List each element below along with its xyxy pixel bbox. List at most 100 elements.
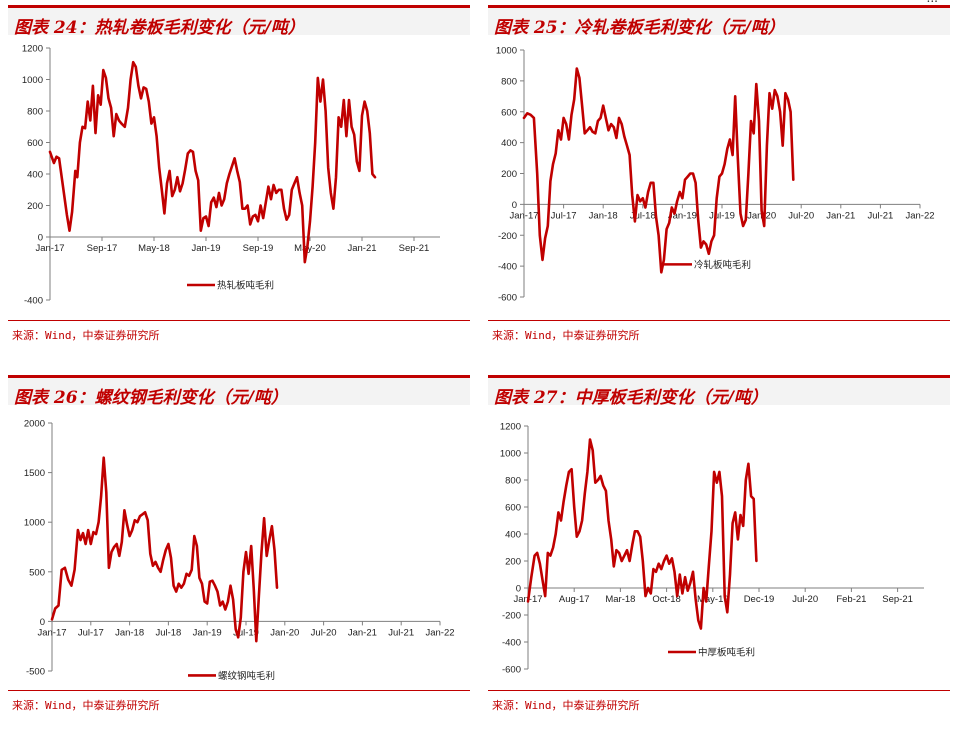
chart-title: 图表 25：冷轧卷板毛利变化（元/吨）: [494, 18, 785, 38]
page-header-fragment: ...: [0, 0, 958, 6]
legend-label: 中厚板吨毛利: [698, 647, 755, 659]
chart-panel-rebar: 图表 26：螺纹钢毛利变化（元/吨） -500 0 500 1000 1500 2000 J…: [8, 375, 470, 731]
chart-panel-cold-rolled: 图表 25：冷轧卷板毛利变化（元/吨） -600 -400 -200 0 200 400 6…: [488, 5, 950, 361]
y-tick-label: 0: [38, 233, 43, 244]
x-tick-label: Feb-21: [836, 594, 866, 605]
x-tick-label: Jul-18: [630, 210, 656, 221]
x-tick-label: Jul-19: [233, 627, 259, 638]
y-tick-label: 800: [505, 476, 521, 487]
y-tick-label: 2000: [24, 419, 45, 430]
x-tick-label: May-19: [697, 594, 729, 605]
y-tick-label: 0: [512, 200, 517, 211]
chart-title-bar: 图表 27：中厚板毛利变化（元/吨）: [488, 375, 950, 408]
y-tick-label: 200: [505, 557, 521, 568]
y-tick-label: 600: [505, 503, 521, 514]
y-tick-label: 400: [505, 530, 521, 541]
source-note: 来源：Wind，中泰证券研究所: [492, 699, 640, 712]
y-tick-label: -500: [26, 667, 45, 678]
x-tick-label: Dec-19: [744, 594, 775, 605]
x-tick-label: Jan-19: [191, 243, 220, 254]
x-tick-label: Jul-18: [155, 627, 181, 638]
y-tick-label: 400: [501, 138, 517, 149]
chart-svg: -400 0 200 400 600 800 1000 1200 Jan-17 Sep-17 May…: [22, 44, 440, 307]
x-tick-label: Mar-18: [605, 594, 635, 605]
chart-title: 图表 26：螺纹钢毛利变化（元/吨）: [14, 388, 288, 408]
series-line: [522, 67, 795, 274]
legend-label: 冷轧板吨毛利: [694, 259, 751, 271]
y-tick-label: 500: [29, 567, 45, 578]
legend-label: 螺纹钢吨毛利: [218, 670, 275, 682]
y-tick-label: 600: [501, 107, 517, 118]
x-tick-label: Jan-18: [589, 210, 618, 221]
x-tick-label: Jul-17: [78, 627, 104, 638]
chart-svg: -600 -400 -200 0 200 400 600 800 1000 Jan-17 Jul-1…: [496, 46, 935, 304]
y-tick-label: 800: [27, 107, 43, 118]
x-tick-label: Jul-20: [788, 210, 814, 221]
chart-title-bar: 图表 25：冷轧卷板毛利变化（元/吨）: [488, 5, 950, 38]
x-tick-label: Oct-18: [652, 594, 681, 605]
source-divider: [488, 320, 950, 321]
y-tick-label: 400: [27, 170, 43, 181]
y-tick-label: 1000: [500, 449, 521, 460]
series-line: [50, 456, 279, 643]
y-tick-label: 200: [501, 169, 517, 180]
x-tick-label: Jul-17: [551, 210, 577, 221]
x-tick-label: Jan-17: [35, 243, 64, 254]
x-tick-label: Jan-18: [115, 627, 144, 638]
x-tick-label: Jan-19: [668, 210, 697, 221]
x-tick-label: Jan-21: [348, 627, 377, 638]
y-tick-label: 1200: [22, 44, 43, 55]
source-note: 来源：Wind，中泰证券研究所: [12, 329, 160, 342]
x-tick-label: Jan-17: [509, 210, 538, 221]
series-line: [48, 60, 377, 264]
x-tick-label: Jul-21: [388, 627, 414, 638]
y-tick-label: -200: [498, 231, 517, 242]
y-tick-label: 0: [40, 617, 45, 628]
y-tick-label: 800: [501, 76, 517, 87]
chart-panel-medium-plate: 图表 27：中厚板毛利变化（元/吨） -600 -400 -200 0 200 400 60…: [488, 375, 950, 731]
chart-panel-hot-rolled: 图表 24：热轧卷板毛利变化（元/吨） -400 0 200 400 600 800 100…: [8, 5, 470, 361]
y-tick-label: -400: [498, 262, 517, 273]
legend-label: 热轧板吨毛利: [217, 280, 274, 292]
chart-svg: -500 0 500 1000 1500 2000 Jan-17 Jul-17 Jan-18 Ju…: [24, 419, 455, 682]
chart-title: 图表 24：热轧卷板毛利变化（元/吨）: [14, 18, 305, 38]
x-tick-label: Aug-17: [559, 594, 590, 605]
chart-title-bar: 图表 26：螺纹钢毛利变化（元/吨）: [8, 375, 470, 408]
x-tick-label: Jul-20: [792, 594, 818, 605]
y-tick-label: -200: [502, 611, 521, 622]
x-tick-label: Jul-21: [867, 210, 893, 221]
y-tick-label: 1500: [24, 468, 45, 479]
x-tick-label: Sep-19: [243, 243, 274, 254]
x-tick-label: Jan-17: [37, 627, 66, 638]
source-divider: [8, 690, 470, 691]
x-tick-label: Jan-21: [347, 243, 376, 254]
x-tick-label: May-20: [294, 243, 326, 254]
x-tick-label: Sep-21: [399, 243, 430, 254]
source-divider: [8, 320, 470, 321]
source-note: 来源：Wind，中泰证券研究所: [12, 699, 160, 712]
chart-title: 图表 27：中厚板毛利变化（元/吨）: [494, 388, 768, 408]
x-tick-label: Jan-22: [905, 210, 934, 221]
y-tick-label: -400: [502, 638, 521, 649]
y-tick-label: -600: [498, 293, 517, 304]
y-tick-label: 1000: [22, 75, 43, 86]
series-line: [526, 438, 758, 630]
source-divider: [488, 690, 950, 691]
x-tick-label: May-18: [138, 243, 170, 254]
y-tick-label: 1000: [496, 46, 517, 57]
x-tick-label: Jul-19: [709, 210, 735, 221]
x-tick-label: Jan-21: [826, 210, 855, 221]
y-tick-label: -600: [502, 665, 521, 676]
x-tick-label: Jan-22: [425, 627, 454, 638]
source-note: 来源：Wind，中泰证券研究所: [492, 329, 640, 342]
x-tick-label: Sep-21: [882, 594, 913, 605]
x-tick-label: Jul-20: [311, 627, 337, 638]
x-tick-label: Jan-19: [193, 627, 222, 638]
chart-title-bar: 图表 24：热轧卷板毛利变化（元/吨）: [8, 5, 470, 38]
y-tick-label: 200: [27, 201, 43, 212]
y-tick-label: 600: [27, 138, 43, 149]
y-tick-label: 0: [516, 584, 521, 595]
y-tick-label: 1000: [24, 518, 45, 529]
x-tick-label: Sep-17: [87, 243, 118, 254]
